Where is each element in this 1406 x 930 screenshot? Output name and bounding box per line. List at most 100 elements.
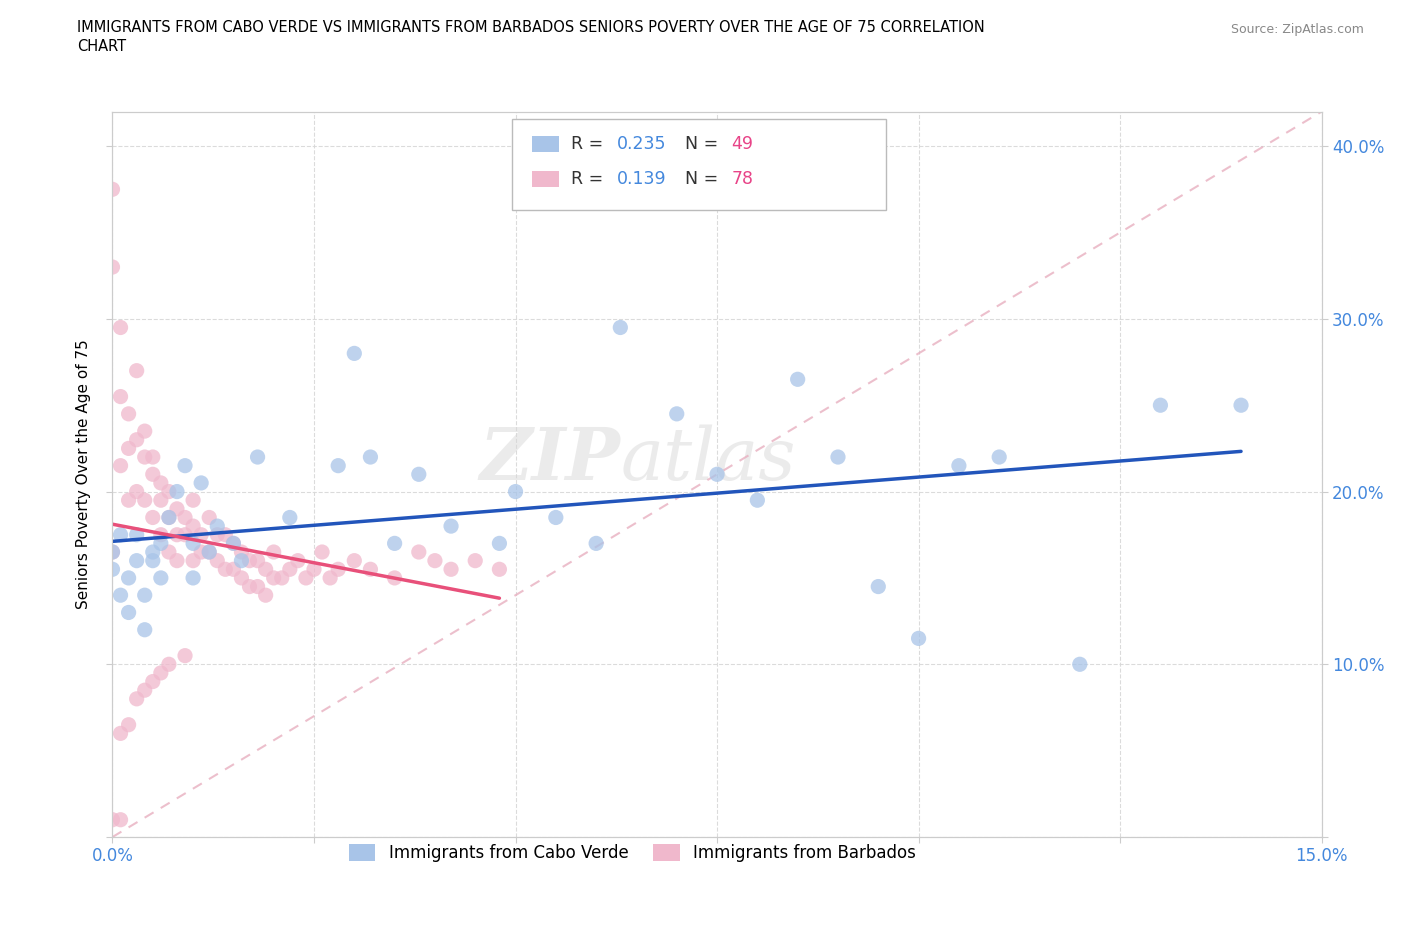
Point [101, 545, 124, 560]
Point [263, 570, 285, 585]
Point [254, 588, 277, 603]
Point [157, 510, 180, 525]
Point [190, 527, 212, 542]
Point [166, 485, 188, 499]
Point [149, 527, 172, 542]
FancyBboxPatch shape [512, 119, 886, 209]
Point [125, 553, 148, 568]
Point [254, 562, 277, 577]
Point [110, 527, 132, 542]
Point [423, 553, 446, 568]
Point [505, 485, 527, 499]
Point [786, 372, 808, 387]
Point [747, 493, 769, 508]
Point [544, 510, 567, 525]
Point [134, 449, 156, 464]
Point [222, 536, 245, 551]
Point [706, 467, 728, 482]
Text: N =: N = [673, 135, 723, 153]
Point [149, 536, 172, 551]
Point [157, 485, 180, 499]
Point [190, 545, 212, 560]
Point [359, 562, 381, 577]
Point [231, 553, 253, 568]
Point [207, 519, 229, 534]
Text: N =: N = [673, 170, 723, 188]
Point [125, 432, 148, 447]
Point [222, 536, 245, 551]
Point [214, 562, 236, 577]
Text: R =: R = [571, 135, 609, 153]
Point [343, 553, 366, 568]
Point [181, 493, 204, 508]
Point [214, 527, 236, 542]
Point [464, 553, 486, 568]
Point [110, 320, 132, 335]
Point [488, 536, 510, 551]
Point [190, 475, 212, 490]
Point [231, 570, 253, 585]
Point [110, 389, 132, 404]
Point [134, 493, 156, 508]
Point [207, 527, 229, 542]
Text: ZIP: ZIP [479, 424, 620, 496]
Point [117, 570, 139, 585]
Point [174, 527, 197, 542]
Text: R =: R = [571, 170, 609, 188]
Point [222, 562, 245, 577]
Text: 0.139: 0.139 [617, 170, 666, 188]
Point [359, 449, 381, 464]
Point [238, 579, 260, 594]
Point [408, 467, 430, 482]
Point [585, 536, 607, 551]
Point [149, 475, 172, 490]
Point [157, 510, 180, 525]
Point [149, 493, 172, 508]
Point [101, 545, 124, 560]
Point [609, 320, 631, 335]
Point [142, 510, 165, 525]
Point [198, 545, 221, 560]
Point [101, 562, 124, 577]
Point [319, 570, 342, 585]
Point [198, 510, 221, 525]
Point [101, 812, 124, 827]
Point [134, 622, 156, 637]
Point [142, 449, 165, 464]
Point [125, 485, 148, 499]
Point [246, 553, 269, 568]
Point [207, 553, 229, 568]
Point [149, 570, 172, 585]
Point [166, 527, 188, 542]
Point [868, 579, 890, 594]
Point [181, 519, 204, 534]
Point [231, 545, 253, 560]
Point [181, 536, 204, 551]
Point [665, 406, 688, 421]
Point [408, 545, 430, 560]
Point [134, 588, 156, 603]
Point [384, 536, 406, 551]
Point [117, 441, 139, 456]
Point [488, 562, 510, 577]
Point [110, 726, 132, 741]
Point [117, 493, 139, 508]
Point [827, 449, 849, 464]
Point [125, 691, 148, 706]
Text: atlas: atlas [620, 424, 796, 495]
Point [134, 683, 156, 698]
Point [270, 570, 292, 585]
Point [125, 364, 148, 379]
Point [110, 588, 132, 603]
Point [246, 449, 269, 464]
Point [125, 527, 148, 542]
Point [142, 553, 165, 568]
Point [181, 553, 204, 568]
Point [149, 666, 172, 681]
Text: 49: 49 [731, 135, 754, 153]
Legend: Immigrants from Cabo Verde, Immigrants from Barbados: Immigrants from Cabo Verde, Immigrants f… [342, 837, 922, 869]
Point [142, 545, 165, 560]
Point [110, 812, 132, 827]
FancyBboxPatch shape [531, 137, 558, 153]
Point [1230, 398, 1253, 413]
